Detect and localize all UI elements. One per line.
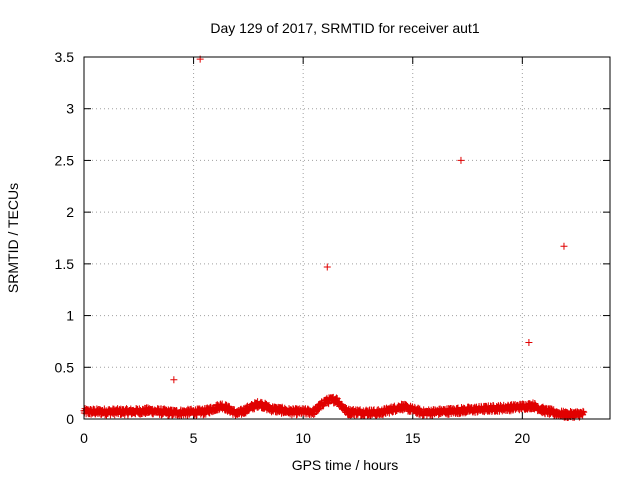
y-tick-label: 0.5 bbox=[55, 359, 75, 375]
y-tick-label: 3 bbox=[66, 101, 74, 117]
y-tick-label: 1 bbox=[66, 308, 74, 324]
chart-title: Day 129 of 2017, SRMTID for receiver aut… bbox=[210, 20, 479, 36]
x-tick-label: 20 bbox=[515, 430, 531, 446]
x-tick-label: 0 bbox=[80, 430, 88, 446]
y-tick-label: 2.5 bbox=[55, 152, 75, 168]
y-tick-labels: 0 0.5 1 1.5 2 2.5 3 3.5 bbox=[55, 49, 75, 427]
y-tick-label: 3.5 bbox=[55, 49, 75, 65]
outlier-point bbox=[170, 376, 178, 384]
band-point bbox=[580, 408, 588, 416]
data-points bbox=[80, 55, 588, 422]
outlier-point bbox=[560, 242, 568, 250]
outlier-point bbox=[525, 338, 533, 346]
outlier-point bbox=[457, 156, 465, 164]
plot-frame bbox=[83, 56, 611, 420]
band-point bbox=[250, 405, 258, 413]
x-tick-label: 15 bbox=[405, 430, 421, 446]
y-axis-label: SRMTID / TECUs bbox=[5, 183, 21, 293]
x-tick-label: 10 bbox=[295, 430, 311, 446]
grid-layer bbox=[84, 57, 610, 419]
x-tick-label: 5 bbox=[190, 430, 198, 446]
y-tick-label: 2 bbox=[66, 204, 74, 220]
y-tick-label: 1.5 bbox=[55, 256, 75, 272]
x-axis-label: GPS time / hours bbox=[292, 457, 399, 473]
outlier-point bbox=[323, 263, 331, 271]
x-tick-labels: 0 5 10 15 20 bbox=[80, 430, 530, 446]
y-tick-label: 0 bbox=[66, 411, 74, 427]
